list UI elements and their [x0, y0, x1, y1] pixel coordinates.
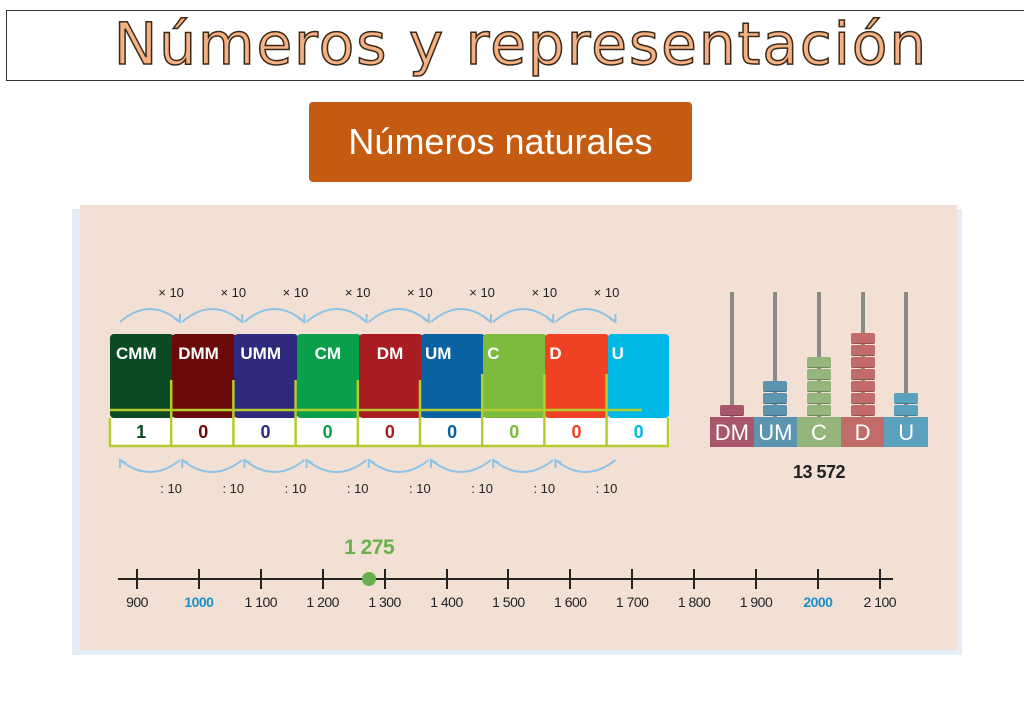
divide-label: : 10	[160, 481, 182, 496]
digit-dmm: 0	[172, 418, 235, 446]
divide-label: : 10	[346, 481, 369, 496]
abacus-bead	[850, 369, 875, 380]
divide-label: : 10	[471, 481, 493, 496]
digit-c: 0	[483, 418, 546, 446]
abacus-base-u: U	[884, 417, 928, 447]
tick-label: 2 100	[863, 594, 897, 610]
digit-dm: 0	[358, 418, 421, 446]
abacus-bead	[807, 405, 831, 416]
digit-um: 0	[421, 418, 484, 446]
abacus-bead	[850, 381, 875, 392]
number-line-tick	[445, 569, 448, 589]
place-block-u: U	[607, 334, 669, 418]
abacus-bead	[763, 381, 788, 392]
abacus-base-dm: DM	[710, 417, 754, 447]
divide-label: : 10	[284, 481, 307, 496]
number-line-tick	[259, 569, 262, 589]
abacus-value: 13 572	[792, 462, 846, 482]
number-line-tick	[569, 569, 572, 589]
abacus-rod	[773, 292, 778, 418]
digit-cmm: 1	[110, 418, 173, 446]
multiply-label: × 10	[531, 285, 558, 300]
abacus-bead	[850, 333, 875, 344]
title-box: Números y representación	[6, 10, 1024, 81]
multiply-label: × 10	[158, 285, 184, 300]
point-label: 1 275	[344, 536, 395, 559]
abacus-bead	[719, 405, 744, 416]
tick-label: 2000	[803, 594, 833, 610]
number-line-point	[362, 572, 377, 586]
multiply-label: × 10	[593, 285, 620, 300]
divide-label: : 10	[533, 481, 556, 496]
tick-label: 1000	[184, 594, 214, 610]
multiply-label: × 10	[407, 285, 433, 300]
divide-label: : 10	[409, 481, 431, 496]
abacus-base-d: D	[840, 417, 885, 447]
tick-label: 1 600	[554, 594, 587, 610]
number-line-tick	[383, 569, 386, 589]
tick-label: 900	[126, 594, 148, 610]
divide-label: : 10	[595, 481, 618, 496]
digit-d: 0	[545, 418, 608, 446]
abacus-bead	[763, 393, 788, 404]
tick-label: 1 300	[368, 594, 401, 610]
abacus-rod	[904, 292, 909, 418]
digit-umm: 0	[234, 418, 297, 446]
multiply-label: × 10	[469, 285, 495, 300]
subtitle-banner: Números naturales	[309, 102, 692, 182]
number-line-axis	[118, 578, 893, 580]
abacus-bead	[807, 357, 831, 368]
abacus-bead	[763, 405, 788, 416]
abacus-bead	[850, 345, 875, 356]
digit-cm: 0	[296, 418, 359, 446]
number-line-tick	[816, 569, 819, 589]
abacus-rod	[817, 292, 821, 418]
tick-label: 1 800	[677, 594, 711, 610]
divide-label: : 10	[222, 481, 245, 496]
tick-label: 1 100	[244, 594, 278, 610]
place-block-cmm: CMM	[110, 334, 174, 418]
digit-u: 0	[607, 418, 670, 446]
number-line-tick	[136, 569, 138, 589]
abacus-bead	[807, 381, 831, 392]
number-line-tick	[197, 569, 200, 589]
place-block-dm: DM	[358, 334, 423, 418]
tick-label: 1 700	[615, 594, 649, 610]
abacus-base-c: C	[797, 417, 841, 447]
number-line-tick	[631, 569, 634, 589]
multiply-label: × 10	[282, 285, 309, 300]
number-line-tick	[507, 569, 510, 589]
abacus-rod	[729, 292, 734, 418]
multiply-label: × 10	[220, 285, 247, 300]
number-line-tick	[755, 569, 757, 589]
multiply-label: × 10	[344, 285, 371, 300]
place-block-umm: UMM	[234, 334, 299, 418]
place-block-cm: CM	[296, 334, 361, 418]
abacus-bead	[850, 405, 875, 416]
abacus-base-um: UM	[753, 417, 798, 447]
tick-label: 1 200	[306, 594, 339, 610]
place-block-c: C	[483, 334, 548, 418]
page-title: Números y representación	[113, 10, 929, 78]
abacus-bead	[807, 369, 831, 380]
tick-label: 1 900	[739, 594, 773, 610]
number-line-tick	[321, 569, 324, 589]
abacus-bead	[850, 357, 875, 368]
place-block-dmm: DMM	[172, 334, 237, 418]
number-line-tick	[878, 569, 881, 589]
tick-label: 1 400	[430, 594, 463, 610]
abacus-bead	[894, 393, 919, 404]
place-block-d: D	[545, 334, 610, 418]
place-block-um: UM	[421, 334, 485, 418]
abacus-bead	[894, 405, 919, 416]
abacus-bead	[850, 393, 875, 404]
number-line-tick	[693, 569, 696, 589]
tick-label: 1 500	[492, 594, 525, 610]
abacus-bead	[807, 393, 831, 404]
